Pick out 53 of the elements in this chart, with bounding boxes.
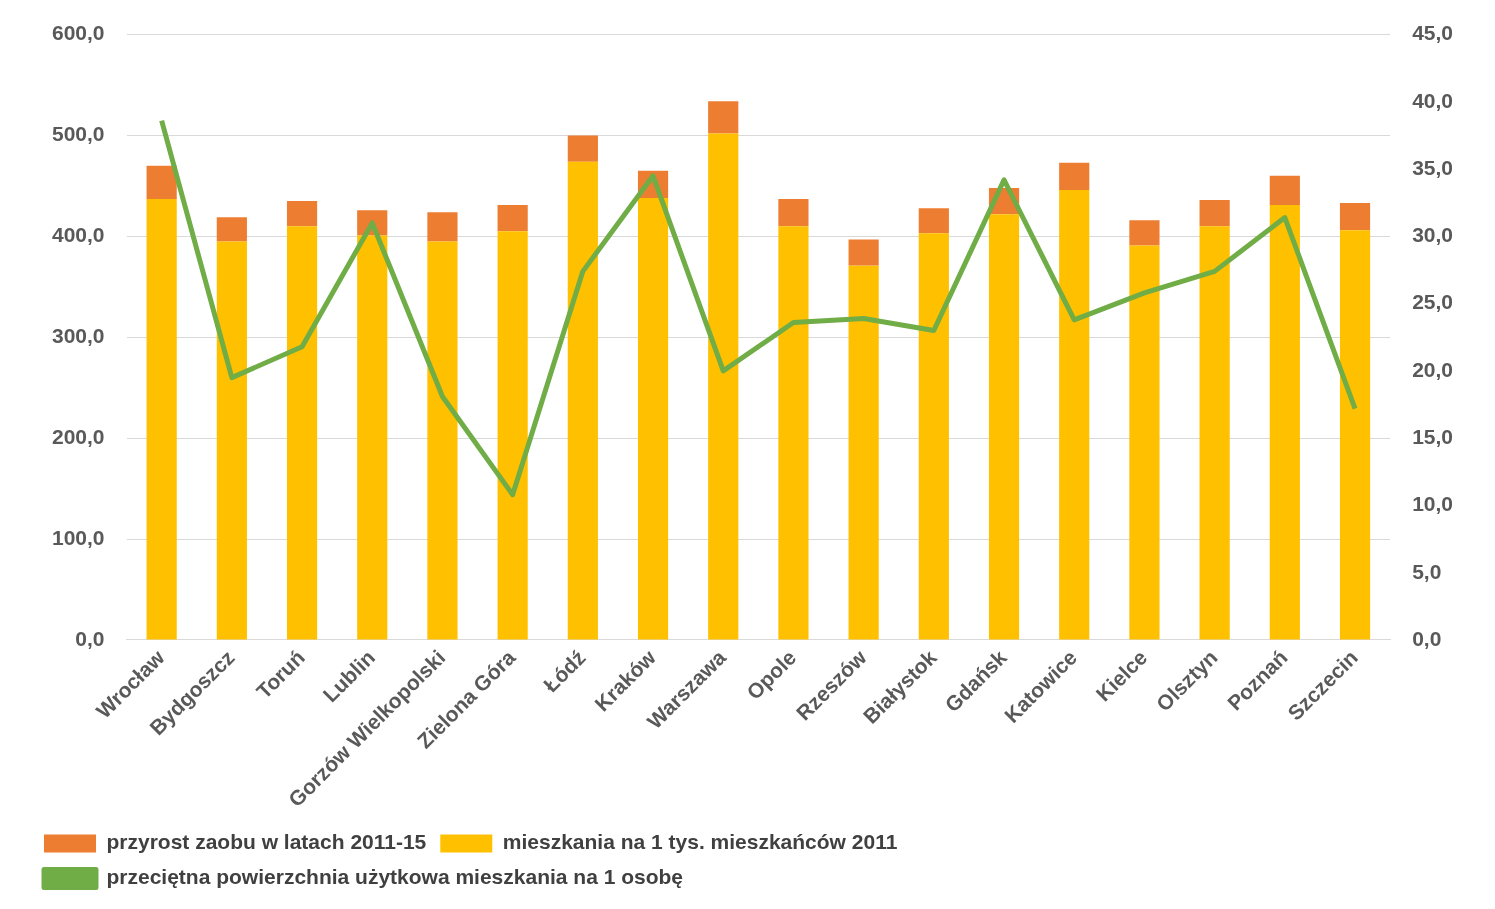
bar bbox=[778, 199, 809, 227]
bar bbox=[1059, 162, 1090, 190]
bar bbox=[1199, 226, 1230, 640]
y-tick-label: 100,0 bbox=[51, 525, 105, 549]
y2-tick-label: 15,0 bbox=[1412, 424, 1453, 448]
bar bbox=[146, 199, 177, 640]
bar bbox=[918, 208, 949, 234]
bar bbox=[357, 235, 388, 640]
bar bbox=[1129, 245, 1160, 640]
bar bbox=[848, 265, 879, 640]
y-tick-label: 0,0 bbox=[75, 626, 105, 650]
y-tick-label: 600,0 bbox=[51, 21, 105, 45]
bar bbox=[286, 226, 318, 640]
bar bbox=[708, 101, 739, 134]
bar bbox=[1059, 189, 1090, 640]
y2-tick-label: 45,0 bbox=[1412, 21, 1453, 45]
bar bbox=[1269, 175, 1300, 206]
bar bbox=[1199, 200, 1230, 227]
bar bbox=[1129, 220, 1160, 246]
bar bbox=[778, 226, 809, 640]
bar bbox=[988, 214, 1020, 640]
bar bbox=[146, 165, 177, 200]
bar bbox=[1339, 230, 1371, 640]
legend-label: przyrost zaobu w latach 2011-15 bbox=[106, 830, 427, 854]
y2-tick-label: 35,0 bbox=[1412, 155, 1453, 179]
bar bbox=[708, 133, 739, 640]
bar bbox=[848, 239, 879, 266]
bar bbox=[567, 161, 598, 640]
legend-label: przeciętna powierzchnia użytkowa mieszkania na 1 osobę bbox=[106, 865, 684, 889]
y2-tick-label: 0,0 bbox=[1412, 626, 1442, 650]
bar bbox=[918, 233, 949, 640]
y-tick-label: 500,0 bbox=[51, 122, 105, 146]
y2-tick-label: 30,0 bbox=[1412, 223, 1453, 247]
bar bbox=[1339, 203, 1371, 231]
bar bbox=[216, 217, 247, 242]
y-tick-label: 200,0 bbox=[51, 424, 105, 448]
bar bbox=[427, 212, 458, 242]
bar bbox=[637, 198, 669, 640]
y2-tick-label: 10,0 bbox=[1412, 492, 1453, 516]
legend-label: mieszkania na 1 tys. mieszkańców 2011 bbox=[502, 830, 898, 854]
y2-tick-label: 25,0 bbox=[1412, 290, 1453, 314]
bar bbox=[286, 201, 318, 227]
y2-tick-label: 40,0 bbox=[1412, 88, 1453, 112]
bar bbox=[567, 135, 598, 162]
bar bbox=[497, 231, 528, 640]
bar bbox=[427, 241, 458, 640]
y-tick-label: 300,0 bbox=[51, 324, 105, 348]
bar bbox=[497, 205, 528, 232]
bar bbox=[216, 241, 247, 640]
y2-tick-label: 5,0 bbox=[1412, 559, 1442, 583]
y2-tick-label: 20,0 bbox=[1412, 357, 1453, 381]
bar bbox=[1269, 205, 1300, 640]
y-tick-label: 400,0 bbox=[51, 223, 105, 247]
